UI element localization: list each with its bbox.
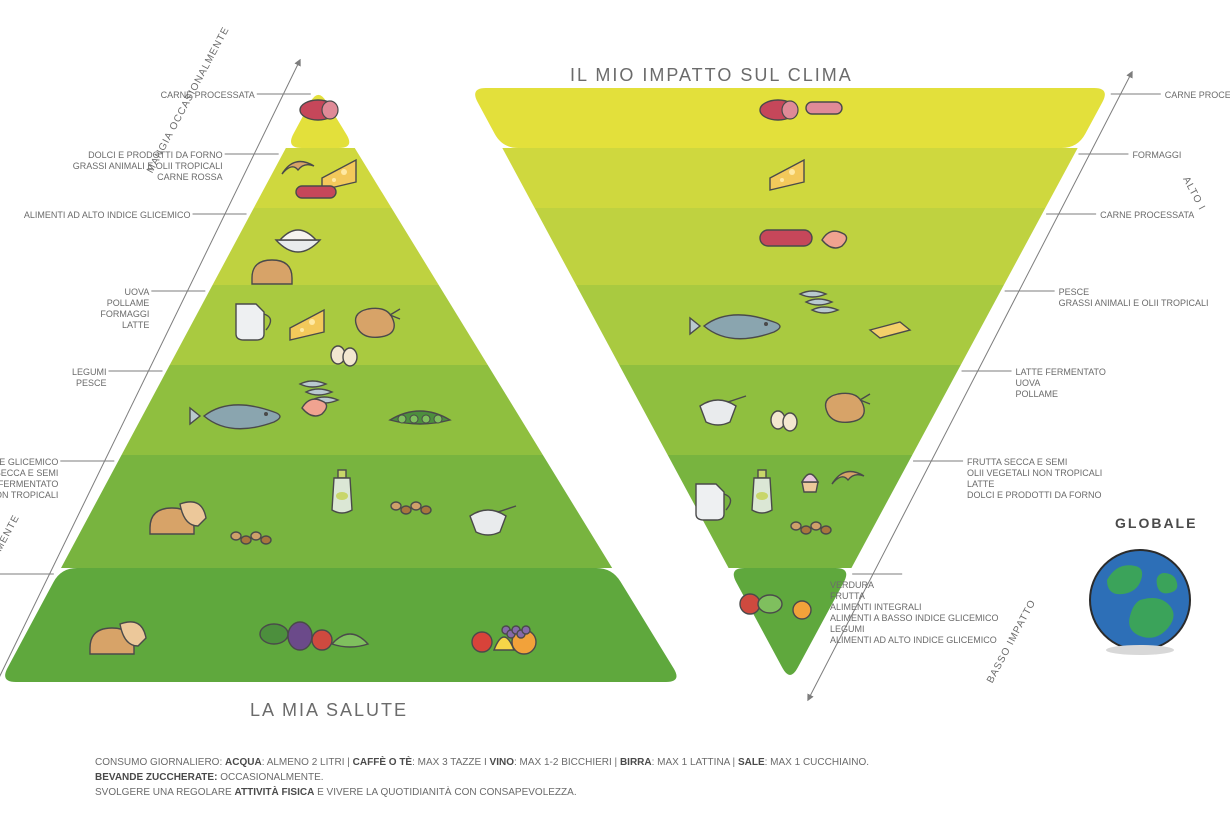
climate-tier-label-2: CARNE PROCESSATA (1100, 210, 1230, 221)
health-tier-label-3: UOVAPOLLAMEFORMAGGILATTE (0, 287, 149, 331)
food-c2-meat (760, 230, 812, 246)
health-tier-2 (213, 208, 439, 285)
health-tier-3 (170, 285, 488, 365)
health-tier-6 (5, 568, 676, 682)
climate-tier-3 (576, 285, 1004, 365)
climate-tier-label-6: VERDURAFRUTTAALIMENTI INTEGRALIALIMENTI … (830, 580, 1010, 646)
health-tier-label-4: LEGUMIPESCE (0, 367, 107, 389)
climate-tier-label-0: CARNE PROCESSATA (1165, 90, 1230, 101)
climate-tier-4 (619, 365, 961, 455)
food-h3-eggs (331, 346, 357, 366)
footer-notes: CONSUMO GIORNALIERO: ACQUA: ALMENO 2 LIT… (95, 755, 1135, 800)
health-tier-4 (122, 365, 543, 455)
climate-tier-label-1: FORMAGGI (1132, 150, 1230, 161)
climate-tier-label-3: PESCEGRASSI ANIMALI E OLII TROPICALI (1059, 287, 1230, 309)
food-h0-salami (300, 100, 338, 120)
food-c6-fruit (793, 601, 811, 619)
food-h1-meat (296, 186, 336, 198)
food-c4-eggs (771, 411, 797, 431)
earth-icon (1085, 545, 1195, 655)
health-tier-label-0: CARNE PROCESSATA (75, 90, 255, 101)
health-tier-label-2: ALIMENTI AD ALTO INDICE GLICEMICO (11, 210, 191, 221)
climate-tier-label-5: FRUTTA SECCA E SEMIOLII VEGETALI NON TRO… (967, 457, 1147, 501)
health-tier-label-5: ALIMENTI A BASSO INDICE GLICEMICOFRUTTA … (0, 457, 58, 501)
climate-tier-label-4: LATTE FERMENTATOUOVAPOLLAME (1016, 367, 1196, 400)
food-h2-bread (252, 260, 292, 284)
health-tier-label-1: DOLCI E PRODOTTI DA FORNOGRASSI ANIMALI … (43, 150, 223, 183)
food-c0-salami (760, 100, 798, 120)
food-c0-meat (806, 102, 842, 114)
